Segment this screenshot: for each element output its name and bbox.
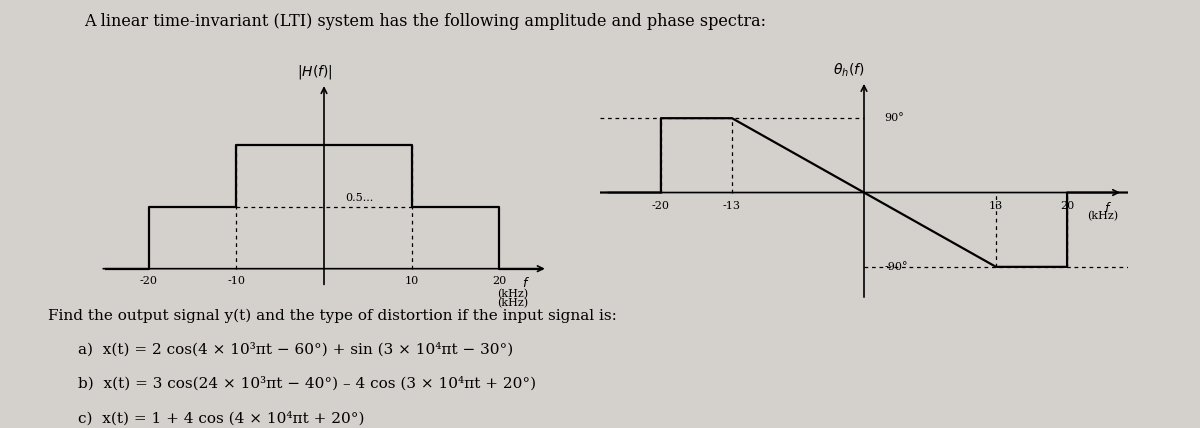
Text: A linear time-invariant (LTI) system has the following amplitude and phase spect: A linear time-invariant (LTI) system has… [84,13,766,30]
Text: -10: -10 [227,276,245,286]
Text: 90°: 90° [884,113,904,123]
Text: $\mathit{f}$: $\mathit{f}$ [1104,201,1111,215]
Text: 20: 20 [492,276,506,286]
Text: (kHz): (kHz) [1087,211,1118,221]
Text: (kHz): (kHz) [497,288,528,299]
Text: (kHz): (kHz) [497,298,528,309]
Text: 13: 13 [989,201,1003,211]
Text: b)  x(t) = 3 cos(24 × 10³πt − 40°) – 4 cos (3 × 10⁴πt + 20°): b) x(t) = 3 cos(24 × 10³πt − 40°) – 4 co… [78,377,536,391]
Text: c)  x(t) = 1 + 4 cos (4 × 10⁴πt + 20°): c) x(t) = 1 + 4 cos (4 × 10⁴πt + 20°) [78,411,365,425]
Text: $|H(\mathit{f})|$: $|H(\mathit{f})|$ [298,63,334,81]
Text: a)  x(t) = 2 cos(4 × 10³πt − 60°) + sin (3 × 10⁴πt − 30°): a) x(t) = 2 cos(4 × 10³πt − 60°) + sin (… [78,342,514,357]
Text: -20: -20 [652,201,670,211]
Text: -20: -20 [139,276,157,286]
Text: -90°: -90° [884,262,908,272]
Text: 10: 10 [404,276,419,286]
Text: $\mathit{f}$: $\mathit{f}$ [522,276,529,290]
Text: 0.5...: 0.5... [344,193,373,203]
Text: -13: -13 [722,201,742,211]
Text: $\theta_h(\mathit{f})$: $\theta_h(\mathit{f})$ [833,61,864,79]
Text: Find the output signal y(t) and the type of distortion if the input signal is:: Find the output signal y(t) and the type… [48,308,617,323]
Text: 20: 20 [1060,201,1074,211]
